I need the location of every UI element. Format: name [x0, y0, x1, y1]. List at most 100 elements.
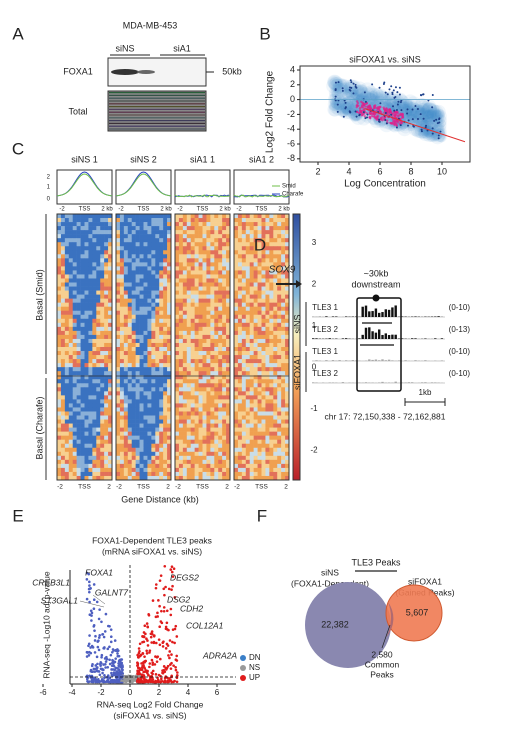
rect	[175, 302, 180, 307]
rect	[358, 382, 361, 383]
rect	[64, 274, 70, 279]
rect	[285, 258, 290, 263]
rect	[265, 431, 270, 436]
rect	[218, 274, 223, 279]
rect	[194, 306, 199, 312]
dot	[378, 86, 381, 89]
rect	[210, 359, 215, 364]
rect	[72, 242, 77, 247]
rect	[57, 423, 62, 428]
rect	[241, 306, 247, 312]
rect	[194, 383, 199, 388]
rect	[269, 431, 274, 436]
rect	[57, 351, 62, 356]
rect	[273, 246, 278, 251]
rect	[80, 262, 85, 267]
rect	[88, 367, 93, 372]
dot	[385, 113, 389, 116]
rect	[292, 213, 301, 481]
rect	[253, 463, 258, 469]
rect	[96, 431, 101, 436]
rect	[214, 383, 219, 388]
rect	[119, 355, 125, 360]
rect	[174, 213, 231, 481]
rect	[253, 387, 258, 392]
rect	[218, 363, 223, 368]
dot	[414, 120, 430, 137]
rect	[72, 226, 77, 231]
rect	[119, 391, 125, 396]
rect	[265, 467, 270, 473]
rect	[127, 383, 133, 388]
rect	[123, 282, 129, 287]
rect	[159, 395, 164, 400]
rect	[261, 395, 266, 400]
rect	[100, 222, 105, 227]
rect	[178, 435, 184, 440]
rect	[151, 371, 156, 376]
rect	[222, 262, 227, 267]
rect	[257, 298, 262, 303]
rect	[198, 367, 203, 372]
rect	[273, 302, 278, 307]
rect	[163, 467, 168, 473]
rect	[210, 367, 215, 372]
rect	[123, 423, 129, 428]
rect	[155, 439, 160, 445]
rect	[198, 238, 203, 243]
rect	[226, 302, 231, 307]
rect	[261, 274, 266, 279]
rect	[92, 302, 97, 307]
rect	[218, 367, 223, 372]
rect	[155, 322, 160, 328]
dot	[410, 106, 424, 120]
rect	[76, 242, 81, 247]
rect	[249, 282, 254, 287]
dot	[368, 94, 383, 109]
rect	[218, 278, 223, 283]
rect	[167, 419, 172, 424]
rect	[76, 322, 81, 328]
label: Log Concentration	[344, 179, 426, 190]
rect	[281, 258, 286, 263]
rect	[72, 403, 77, 408]
rect	[214, 347, 219, 352]
rect	[100, 379, 105, 384]
rect	[84, 427, 89, 432]
rect	[245, 234, 251, 239]
dot	[435, 131, 447, 143]
rect	[163, 351, 168, 356]
dot	[348, 110, 351, 113]
dot	[384, 118, 387, 121]
rect	[163, 282, 168, 287]
rect	[159, 415, 164, 420]
rect	[285, 407, 290, 412]
rect	[182, 266, 188, 271]
rect	[135, 359, 140, 364]
rect	[88, 270, 93, 275]
rect	[57, 302, 62, 307]
rect	[68, 222, 74, 227]
rect	[88, 214, 93, 219]
rect	[151, 383, 156, 388]
rect	[206, 371, 211, 376]
rect	[92, 262, 97, 267]
dot	[378, 109, 382, 112]
rect	[361, 306, 364, 317]
rect	[237, 411, 243, 416]
rect	[391, 307, 394, 317]
rect	[210, 270, 215, 275]
rect	[182, 419, 188, 424]
rect	[210, 238, 215, 243]
rect	[226, 330, 231, 336]
rect	[143, 234, 148, 239]
rect	[226, 286, 231, 291]
rect	[182, 351, 188, 356]
rect	[139, 266, 144, 271]
rect	[202, 278, 207, 283]
rect	[92, 258, 97, 263]
rect	[104, 258, 109, 263]
rect	[190, 355, 195, 360]
rect	[84, 367, 89, 372]
rect	[391, 334, 394, 339]
